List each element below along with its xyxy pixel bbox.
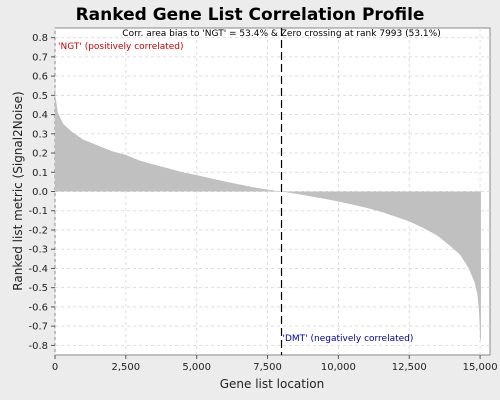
y-tick-label: 0.7 [32,52,48,63]
annotation-layer: Corr. area bias to 'NGT' = 53.4% & Zero … [58,28,441,355]
y-tick-label: 0.6 [32,72,48,83]
positive-correlation-label: 'NGT' (positively correlated) [58,42,184,52]
negative-correlation-label: 'DMT' (negatively correlated) [283,334,414,344]
x-tick-label: 2,500 [112,362,141,373]
x-tick-label: 5,000 [182,362,211,373]
y-tick-label: 0.5 [32,91,48,102]
y-tick-label: -0.5 [28,283,48,294]
y-tick-label: -0.7 [28,322,48,333]
y-tick-label: -0.8 [28,341,48,352]
grid-layer [54,28,490,355]
y-tick-label: 0.2 [32,149,48,160]
y-tick-label: 0.3 [32,129,48,140]
y-tick-label: -0.3 [28,245,48,256]
y-tick-label: 0.8 [32,33,48,44]
y-tick-label: 0.4 [32,110,48,121]
y-tick-label: -0.1 [28,206,48,217]
chart-title: Ranked Gene List Correlation Profile [76,5,425,25]
y-tick-label: -0.4 [28,264,48,275]
axis-layer: 0.8 0.7 0.6 0.5 0.4 0.3 0.2 0.1 0.0 -0.1 -0.2 -0.3 -… [28,33,497,373]
y-axis-label: Ranked list metric (Signal2Noise) [11,91,25,290]
y-tick-label: 0.0 [32,187,48,198]
x-tick-label: 0 [52,362,58,373]
y-tick-label: 0.1 [32,168,48,179]
series-layer [55,85,481,340]
x-tick-label: 10,000 [321,362,356,373]
y-tick-label: -0.2 [28,225,48,236]
x-axis-label: Gene list location [220,377,325,391]
x-tick-label: 7,500 [253,362,282,373]
metric-area-series [55,85,481,340]
y-tick-label: -0.6 [28,302,48,313]
x-tick-label: 12,500 [392,362,427,373]
area-bias-annotation: Corr. area bias to 'NGT' = 53.4% & Zero … [122,29,440,39]
x-tick-label: 15,000 [463,362,498,373]
